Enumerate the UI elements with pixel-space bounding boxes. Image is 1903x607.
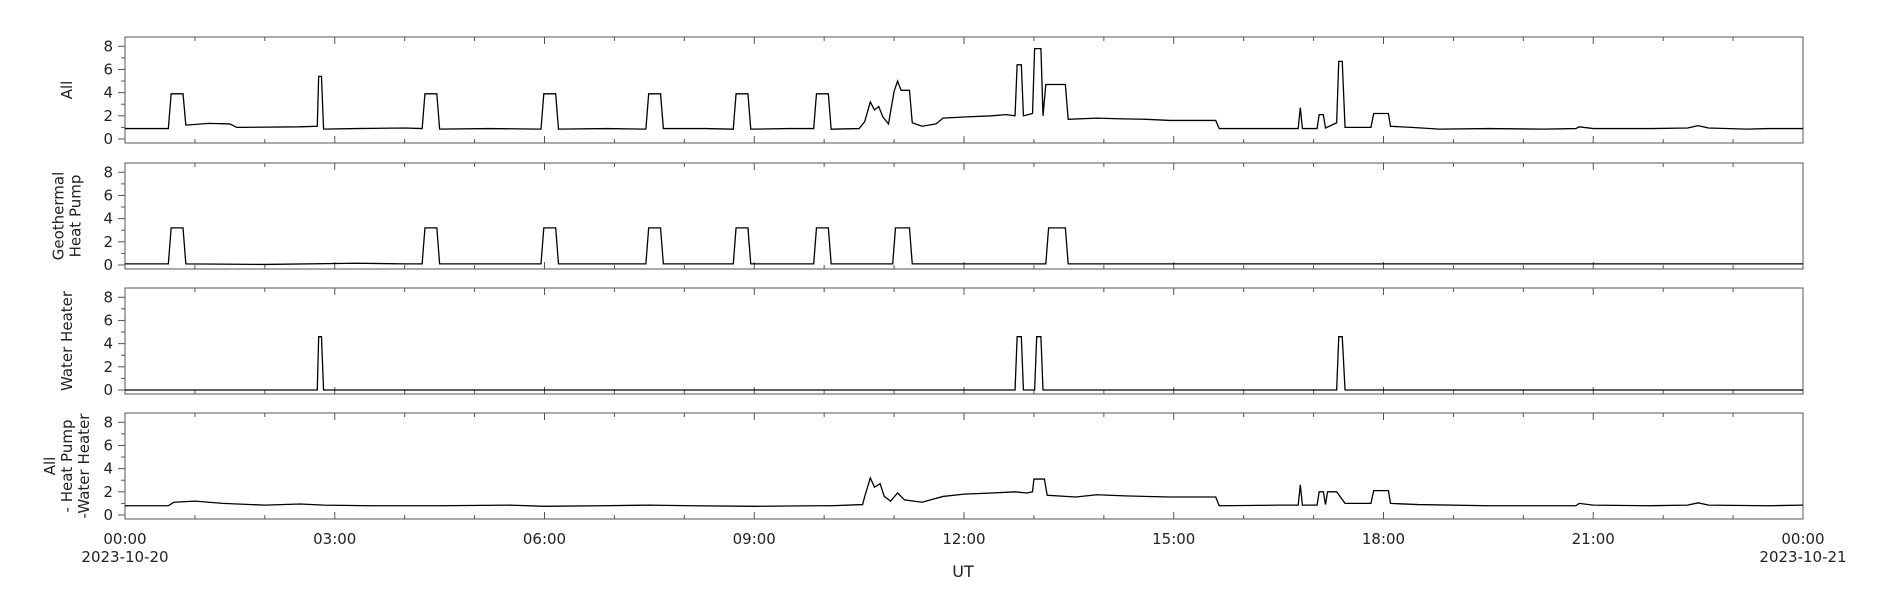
series-line [125,47,1803,130]
x-tick-label: 18:00 [1362,530,1405,548]
panel-frame [124,162,1804,270]
y-axis-label: All- Heat Pump-Water Heater [41,413,93,519]
y-tick-label: 6 [103,186,113,204]
y-axis-label-line: Heat Pump [67,175,85,258]
y-tick-label: 4 [103,210,113,228]
panel-2: 0 2 4 6 8 GeothermalHeat Pump [50,162,1804,274]
panel-1: 0 2 4 6 8 All [58,36,1804,148]
y-tick-label: 6 [103,311,113,329]
y-axis-label-line: Geothermal [50,172,68,261]
x-tick-label: 00:00 [1781,530,1824,548]
panel-frame [124,287,1804,395]
x-tick-label: 03:00 [313,530,356,548]
y-tick-label: 0 [103,506,113,524]
x-tick-label: 06:00 [523,530,566,548]
panels-layer: 0 2 4 6 8 All 0 2 4 6 8 GeothermalHeat Pump 0 2 4 6 8 Wat… [41,36,1804,524]
y-axis-label: All [58,81,76,100]
y-axis-label-line: All [41,457,59,476]
x-tick-label: 12:00 [942,530,985,548]
y-tick-label: 2 [103,107,113,125]
x-axis-label: UT [952,562,974,581]
y-tick-label: 6 [103,436,113,454]
y-axis-label-line: All [58,81,76,100]
series-line [125,227,1803,266]
y-axis-label: GeothermalHeat Pump [50,172,85,261]
y-tick-label: 0 [103,256,113,274]
x-axis: 00:00 03:00 06:00 09:00 12:00 15:00 18:00 21:00… [81,530,1846,566]
y-tick-label: 2 [103,358,113,376]
x-tick-label: 15:00 [1152,530,1195,548]
x-tick-label: 00:00 [103,530,146,548]
x-tick-label: 09:00 [733,530,776,548]
y-axis-label: Water Heater [58,290,76,391]
y-tick-label: 2 [103,233,113,251]
y-axis-label-line: - Heat Pump [58,420,76,513]
y-tick-label: 4 [103,460,113,478]
y-tick-label: 2 [103,483,113,501]
y-tick-label: 6 [103,60,113,78]
y-tick-label: 8 [103,288,113,306]
panel-frame [124,36,1804,144]
y-tick-label: 4 [103,335,113,353]
x-date-end-label: 2023-10-21 [1759,548,1846,566]
series-line [125,336,1803,391]
panel-4: 0 2 4 6 8 All- Heat Pump-Water Heater [41,412,1804,524]
y-tick-label: 8 [103,37,113,55]
x-tick-label: 21:00 [1572,530,1615,548]
panel-3: 0 2 4 6 8 Water Heater [58,287,1804,399]
y-tick-label: 8 [103,163,113,181]
panel-frame [124,412,1804,520]
y-axis-label-line: Water Heater [58,290,76,391]
y-axis-label-line: -Water Heater [75,413,93,519]
y-tick-label: 8 [103,413,113,431]
x-date-start-label: 2023-10-20 [81,548,168,566]
series-line [125,476,1804,507]
y-tick-label: 0 [103,381,113,399]
y-tick-label: 0 [103,130,113,148]
y-tick-label: 4 [103,84,113,102]
